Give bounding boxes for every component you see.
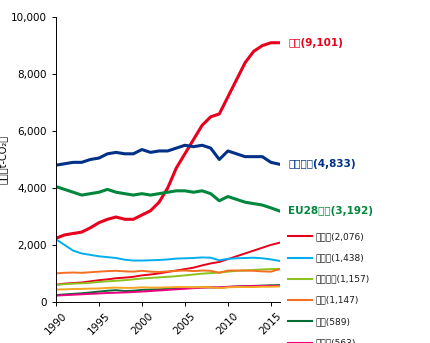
Text: アフリカ(1,157): アフリカ(1,157)	[315, 274, 369, 283]
Text: 日本(1,147): 日本(1,147)	[315, 296, 359, 305]
Y-axis label: （百万t-CO₂）: （百万t-CO₂）	[0, 135, 8, 184]
Text: イラン(563): イラン(563)	[315, 338, 356, 343]
Text: アメリカ(4,833): アメリカ(4,833)	[288, 159, 356, 169]
Text: ロシア(1,438): ロシア(1,438)	[315, 253, 364, 262]
Text: EU28カ国(3,192): EU28カ国(3,192)	[288, 206, 373, 216]
Text: 中国(9,101): 中国(9,101)	[288, 38, 343, 48]
Text: インド(2,076): インド(2,076)	[315, 232, 364, 241]
Text: 韓国(589): 韓国(589)	[315, 317, 350, 326]
